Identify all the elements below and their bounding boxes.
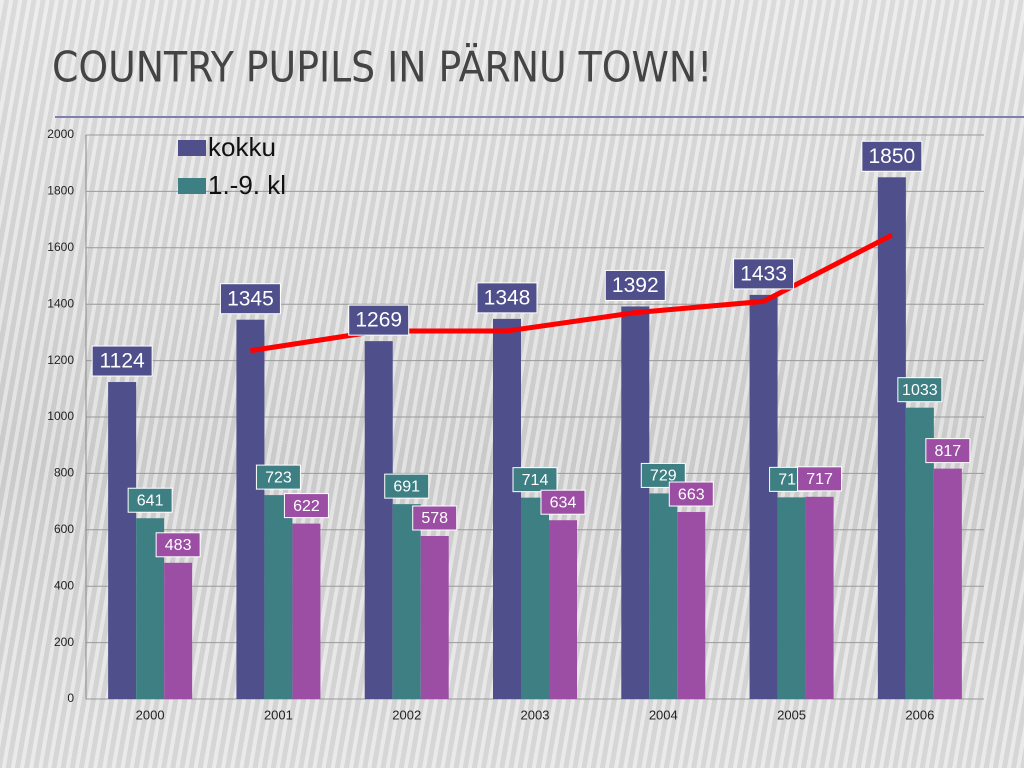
x-tick-label: 2006 — [905, 707, 934, 722]
y-tick-label: 600 — [54, 522, 74, 536]
bar — [649, 493, 678, 699]
data-label-box — [348, 304, 410, 336]
data-label: 723 — [265, 469, 292, 486]
bar — [364, 341, 393, 699]
y-tick-label: 800 — [54, 466, 74, 480]
x-tick-label: 2004 — [649, 707, 678, 722]
data-label: 717 — [806, 471, 833, 488]
x-tick-label: 2001 — [264, 707, 293, 722]
y-tick-label: 2000 — [47, 127, 74, 141]
legend-label: kokku — [208, 132, 276, 162]
data-label: 622 — [293, 498, 320, 515]
bar — [108, 382, 137, 699]
bar — [521, 497, 549, 699]
data-label-box — [668, 481, 714, 507]
data-label: 729 — [650, 468, 677, 485]
data-label: 817 — [935, 443, 962, 460]
y-tick-label: 200 — [54, 635, 74, 649]
chart-title: COUNTRY PUPILS IN PÄRNU TOWN! — [52, 42, 712, 92]
trend-line — [250, 232, 894, 354]
data-label-box — [861, 140, 923, 172]
y-tick-label: 0 — [67, 691, 74, 705]
bar — [236, 319, 265, 699]
bar — [292, 523, 321, 699]
data-label: 1392 — [612, 274, 659, 297]
data-label: 714 — [522, 472, 549, 489]
bar — [392, 504, 421, 699]
data-label: 1433 — [740, 262, 787, 285]
bar — [493, 318, 521, 699]
data-label-box — [540, 489, 586, 515]
data-label-box — [512, 467, 558, 493]
bar — [877, 177, 906, 700]
data-label-box — [476, 282, 538, 314]
bar — [164, 562, 193, 699]
data-label: 1348 — [484, 286, 531, 309]
data-label-box — [127, 487, 173, 513]
data-label-box — [897, 377, 943, 403]
data-label-box — [412, 505, 458, 531]
y-tick-label: 1000 — [47, 409, 74, 423]
data-label: 1850 — [868, 145, 915, 168]
data-label-box — [155, 532, 201, 558]
data-label: 1033 — [902, 382, 938, 399]
bar — [677, 512, 706, 699]
bar — [749, 294, 778, 699]
data-label: 1124 — [100, 350, 145, 373]
bar — [549, 520, 577, 699]
data-label: 634 — [550, 494, 577, 511]
y-tick-label: 1800 — [47, 184, 74, 198]
data-label-box — [255, 464, 301, 490]
bar — [777, 497, 806, 699]
bar — [621, 306, 650, 699]
y-tick-label: 400 — [54, 578, 74, 592]
data-label: 578 — [421, 510, 448, 527]
data-label-box — [384, 473, 430, 499]
data-label-box — [604, 269, 666, 301]
data-label: 483 — [165, 537, 192, 554]
data-label: 641 — [137, 492, 164, 509]
legend-swatch — [178, 178, 206, 194]
bar — [933, 468, 962, 699]
data-label-box — [733, 258, 795, 290]
data-label: 1345 — [227, 287, 274, 310]
bar — [420, 536, 449, 699]
x-tick-label: 2003 — [521, 707, 550, 722]
data-label: 1269 — [355, 309, 402, 332]
bar — [805, 496, 834, 699]
y-tick-label: 1600 — [47, 240, 74, 254]
bar — [264, 495, 293, 699]
y-tick-label: 1400 — [47, 296, 74, 310]
x-tick-label: 2005 — [777, 707, 806, 722]
y-tick-label: 1200 — [47, 353, 74, 367]
data-label: 691 — [393, 478, 420, 495]
data-label-box — [91, 345, 153, 377]
legend-swatch — [178, 140, 206, 156]
x-tick-label: 2000 — [136, 707, 165, 722]
data-label-box — [797, 466, 843, 492]
data-label: 663 — [678, 486, 705, 503]
legend-label: 1.-9. kl — [208, 170, 286, 200]
data-label-box — [283, 493, 329, 519]
data-label-box — [219, 283, 281, 315]
data-label-box — [925, 438, 971, 464]
x-tick-label: 2002 — [392, 707, 421, 722]
